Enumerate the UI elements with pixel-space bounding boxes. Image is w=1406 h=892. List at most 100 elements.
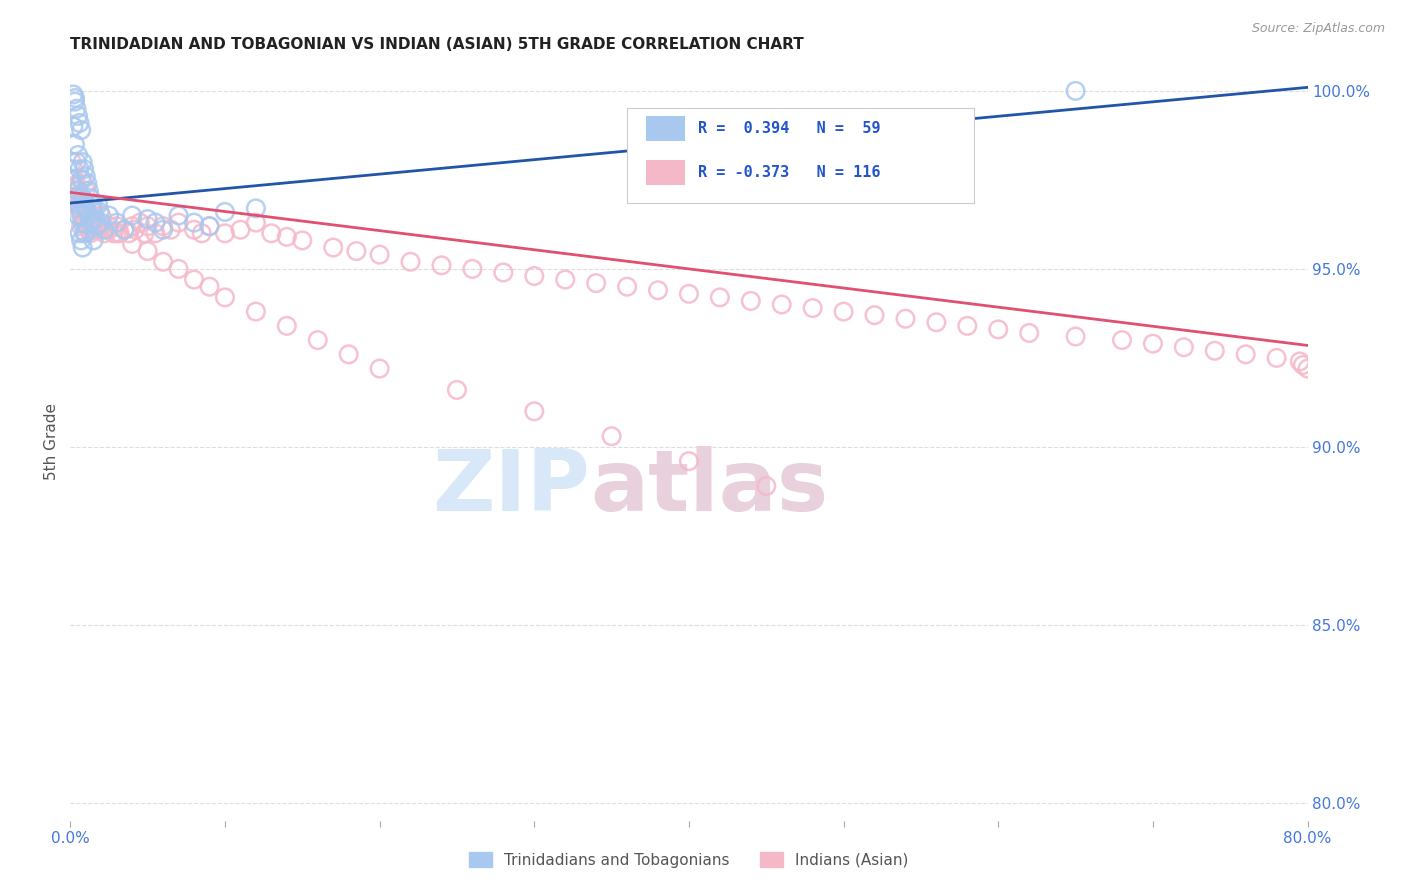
Point: [89, 205, 111, 219]
Point: [1265, 351, 1288, 365]
Point: [129, 216, 152, 230]
Point: [152, 254, 174, 268]
Point: [145, 216, 166, 230]
Point: [925, 315, 948, 329]
Point: [134, 227, 156, 241]
Point: [124, 223, 146, 237]
Point: [60, 173, 83, 187]
FancyBboxPatch shape: [627, 108, 973, 202]
Point: [136, 244, 159, 259]
Point: [62, 87, 84, 102]
Point: [709, 290, 731, 304]
Point: [75, 169, 97, 184]
Point: [183, 272, 205, 286]
Point: [1142, 336, 1164, 351]
Point: [368, 361, 391, 376]
Point: [1111, 333, 1133, 347]
Point: [90, 209, 112, 223]
Point: [183, 223, 205, 237]
Point: [67, 209, 90, 223]
Point: [63, 173, 86, 187]
Point: [70, 205, 93, 219]
Point: [1234, 347, 1257, 361]
Point: [62, 120, 84, 134]
Point: [198, 219, 221, 234]
Point: [67, 184, 90, 198]
Point: [73, 212, 96, 227]
Point: [307, 333, 329, 347]
Point: [987, 322, 1010, 336]
Point: [260, 227, 283, 241]
Point: [67, 109, 90, 123]
Point: [73, 162, 96, 177]
Point: [214, 205, 236, 219]
Text: ZIP: ZIP: [432, 445, 591, 529]
Point: [69, 116, 91, 130]
Point: [121, 237, 143, 252]
Point: [368, 247, 391, 261]
Point: [72, 155, 94, 169]
Point: [105, 216, 128, 230]
Point: [70, 234, 93, 248]
Y-axis label: 5th Grade: 5th Grade: [44, 403, 59, 480]
Point: [894, 311, 917, 326]
Point: [75, 216, 97, 230]
Point: [167, 209, 190, 223]
Point: [160, 223, 183, 237]
Point: [492, 265, 515, 279]
Point: [214, 290, 236, 304]
Point: [114, 223, 135, 237]
Point: [70, 209, 93, 223]
Point: [79, 191, 101, 205]
Point: [82, 223, 105, 237]
Point: [79, 216, 101, 230]
Point: [554, 272, 576, 286]
Point: [82, 234, 105, 248]
Point: [523, 404, 546, 418]
Point: [63, 184, 86, 198]
Point: [98, 219, 120, 234]
Point: [93, 227, 115, 241]
Point: [1064, 329, 1087, 343]
Point: [276, 318, 298, 333]
Point: [291, 234, 314, 248]
Point: [1064, 84, 1087, 98]
Point: [89, 223, 111, 237]
Point: [67, 184, 90, 198]
Point: [956, 318, 979, 333]
Point: [65, 191, 87, 205]
Point: [82, 198, 105, 212]
Point: [80, 216, 103, 230]
Point: [82, 205, 105, 219]
Point: [446, 383, 468, 397]
Point: [65, 102, 87, 116]
Point: [678, 286, 700, 301]
Point: [73, 227, 96, 241]
Point: [70, 191, 93, 205]
Text: R = -0.373   N = 116: R = -0.373 N = 116: [697, 165, 880, 180]
Point: [93, 223, 115, 237]
Point: [84, 216, 107, 230]
Point: [72, 191, 94, 205]
Point: [73, 198, 96, 212]
Point: [678, 454, 700, 468]
Point: [75, 202, 97, 216]
Point: [191, 227, 214, 241]
Point: [114, 223, 135, 237]
Point: [65, 155, 87, 169]
Point: [76, 177, 98, 191]
Point: [65, 180, 87, 194]
Point: [616, 279, 638, 293]
Point: [198, 279, 221, 293]
Point: [69, 227, 91, 241]
Point: [322, 241, 344, 255]
Point: [461, 261, 484, 276]
Point: [136, 219, 159, 234]
Point: [863, 308, 886, 322]
Point: [90, 219, 112, 234]
Point: [98, 209, 120, 223]
Point: [72, 194, 94, 209]
Point: [72, 173, 94, 187]
Point: [1292, 358, 1315, 372]
Legend: Trinidadians and Tobagonians, Indians (Asian): Trinidadians and Tobagonians, Indians (A…: [463, 846, 915, 873]
